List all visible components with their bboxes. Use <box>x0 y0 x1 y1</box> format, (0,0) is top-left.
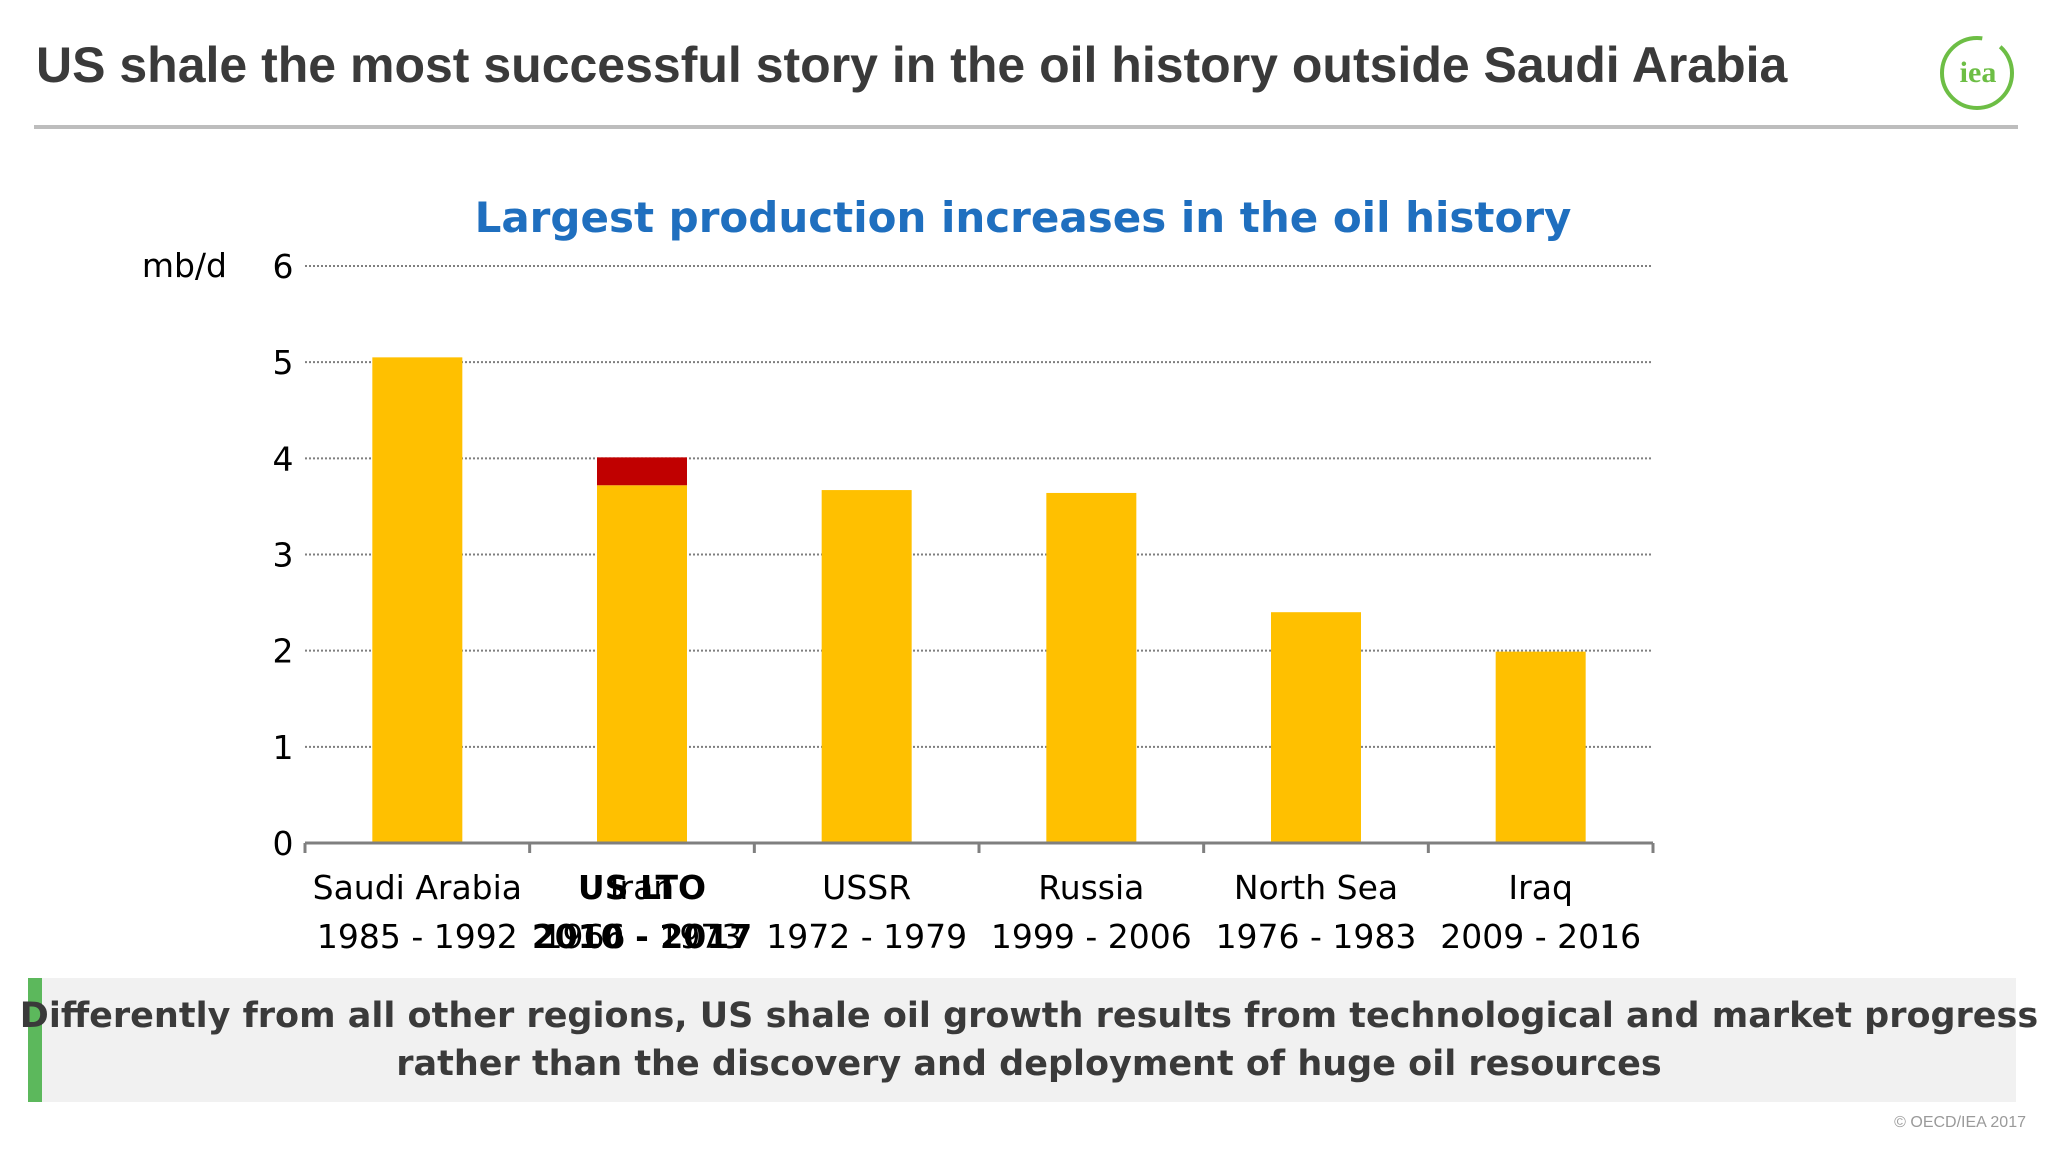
y-tick-label: 4 <box>273 439 294 478</box>
y-tick-label: 2 <box>273 632 294 671</box>
callout-line-2: rather than the discovery and deployment… <box>396 1044 1662 1084</box>
x-category-label: Russia <box>1038 868 1144 907</box>
x-category-label: Iraq <box>1508 868 1572 907</box>
x-category-label: USSR <box>822 868 911 907</box>
y-tick-label: 3 <box>273 536 294 575</box>
chart-panel: Largest production increases in the oil … <box>28 146 2016 976</box>
iea-logo-icon: iea <box>1940 36 2014 110</box>
y-tick-label: 1 <box>273 728 294 767</box>
x-period-label: 2009 - 2016 <box>1440 917 1641 956</box>
x-period-overlay-label: 2010 - 2017 <box>532 917 752 956</box>
x-category-overlay-label: US LTO <box>578 868 706 907</box>
bar <box>1271 612 1361 843</box>
bar-highlight-segment <box>597 457 687 486</box>
y-tick-label: 6 <box>273 247 294 286</box>
key-message-callout: Differently from all other regions, US s… <box>20 978 2038 1102</box>
x-period-label: 1972 - 1979 <box>766 917 967 956</box>
chart-title: Largest production increases in the oil … <box>475 193 1572 242</box>
title-divider <box>34 125 2018 129</box>
callout-line-1: Differently from all other regions, US s… <box>19 996 2039 1036</box>
y-tick-label: 5 <box>273 343 294 382</box>
slide-title: US shale the most successful story in th… <box>36 37 1788 93</box>
x-category-label: Iran <box>610 868 674 907</box>
bar <box>821 490 912 843</box>
bar <box>597 485 687 843</box>
copyright-notice: © OECD/IEA 2017 <box>1894 1114 2026 1131</box>
y-tick-label: 0 <box>273 824 294 863</box>
logo-text: iea <box>1960 56 1997 89</box>
x-category-label: North Sea <box>1234 868 1398 907</box>
x-period-label: 1976 - 1983 <box>1216 917 1417 956</box>
x-period-label: 1966 - 1973 <box>542 917 743 956</box>
bar-chart: Largest production increases in the oil … <box>142 193 1655 956</box>
bar <box>1495 651 1586 843</box>
y-axis-unit-label: mb/d <box>142 246 227 285</box>
bar <box>372 357 463 843</box>
x-category-label: Saudi Arabia <box>313 868 522 907</box>
x-period-label: 1999 - 2006 <box>991 917 1192 956</box>
bar <box>1046 492 1137 843</box>
x-period-label: 1985 - 1992 <box>317 917 518 956</box>
